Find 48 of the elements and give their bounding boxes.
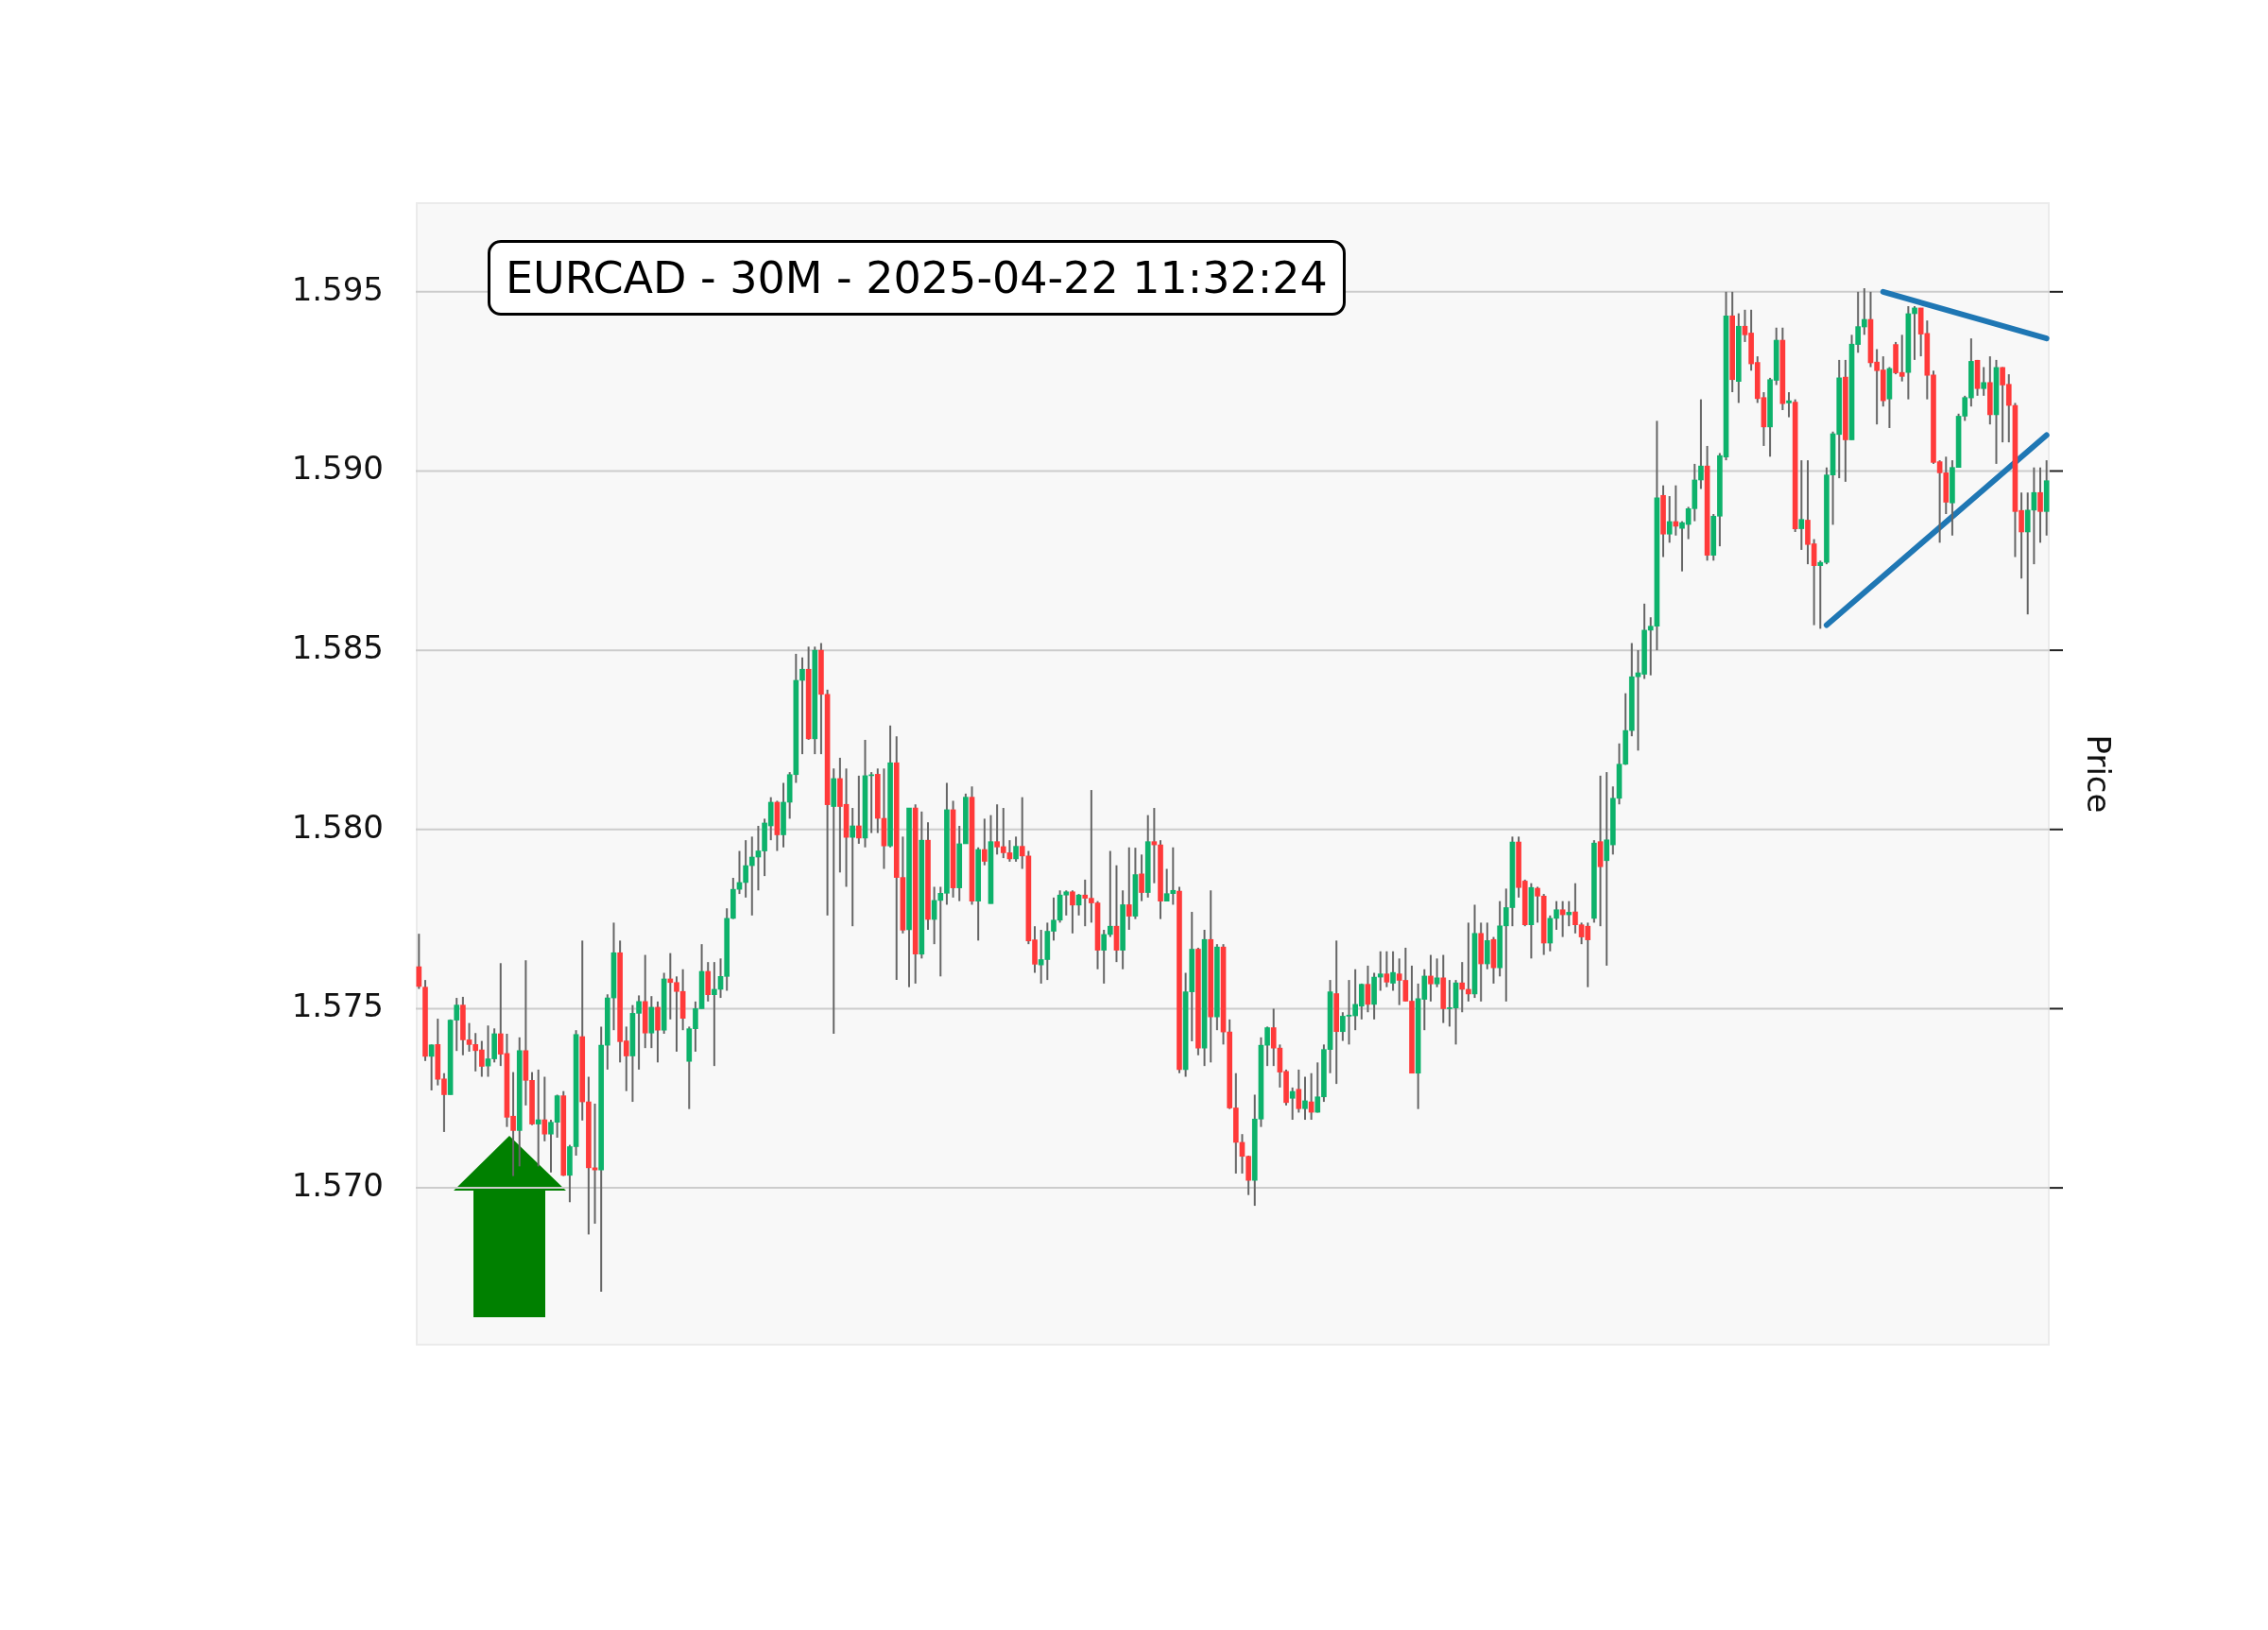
candlestick [1466,921,1471,1003]
candlestick [1107,849,1113,938]
y-tick-label: 1.590 [291,449,384,488]
candlestick [850,807,856,928]
y-axis-title: Price [2079,734,2118,814]
candlestick [541,1075,548,1142]
candlestick [1666,495,1673,544]
candlestick [416,933,422,990]
candlestick [1428,953,1434,1003]
candlestick [1377,950,1383,992]
candlestick [1296,1068,1302,1114]
candlestick [1798,459,1805,551]
candlestick [1673,484,1679,537]
text: EURCAD - 30M - 2025-04-22 11:32:24 [488,240,1346,316]
candlestick [1912,305,1917,361]
candlestick [1013,835,1019,863]
candlestick [1139,853,1144,902]
candlestick [2037,466,2043,544]
y-tick-label: 1.585 [291,627,384,666]
candlestick [1101,929,1108,985]
candlestick [1019,796,1025,870]
candlestick [712,961,717,1068]
candlestick [1264,1025,1270,1068]
y-tick-label: 1.575 [291,987,384,1025]
candlestick [1289,1086,1296,1122]
candlestick [981,817,988,866]
candlestick [1786,391,1792,419]
candlestick [1390,950,1396,992]
y-tick-label: 1.580 [291,807,384,846]
candlestick [1125,846,1132,931]
candlestick [856,774,862,845]
candlestick [799,656,805,756]
candlestick [1459,961,1466,1014]
candlestick [743,839,748,899]
candlestick [1698,398,1704,490]
candlestick [1566,900,1572,928]
candlestick [1070,889,1075,935]
candlestick [535,1068,541,1168]
y-tick-label: 1.570 [291,1165,384,1204]
candlestick [1554,900,1559,931]
candlestick [1383,950,1390,988]
y-tick-label: 1.595 [291,269,384,308]
candlestick [1434,957,1440,988]
candlestick [748,835,755,917]
candlestick [831,767,837,1035]
candlestick [1981,366,1987,397]
candlestick [1302,1075,1308,1122]
candlestick [428,1043,435,1091]
